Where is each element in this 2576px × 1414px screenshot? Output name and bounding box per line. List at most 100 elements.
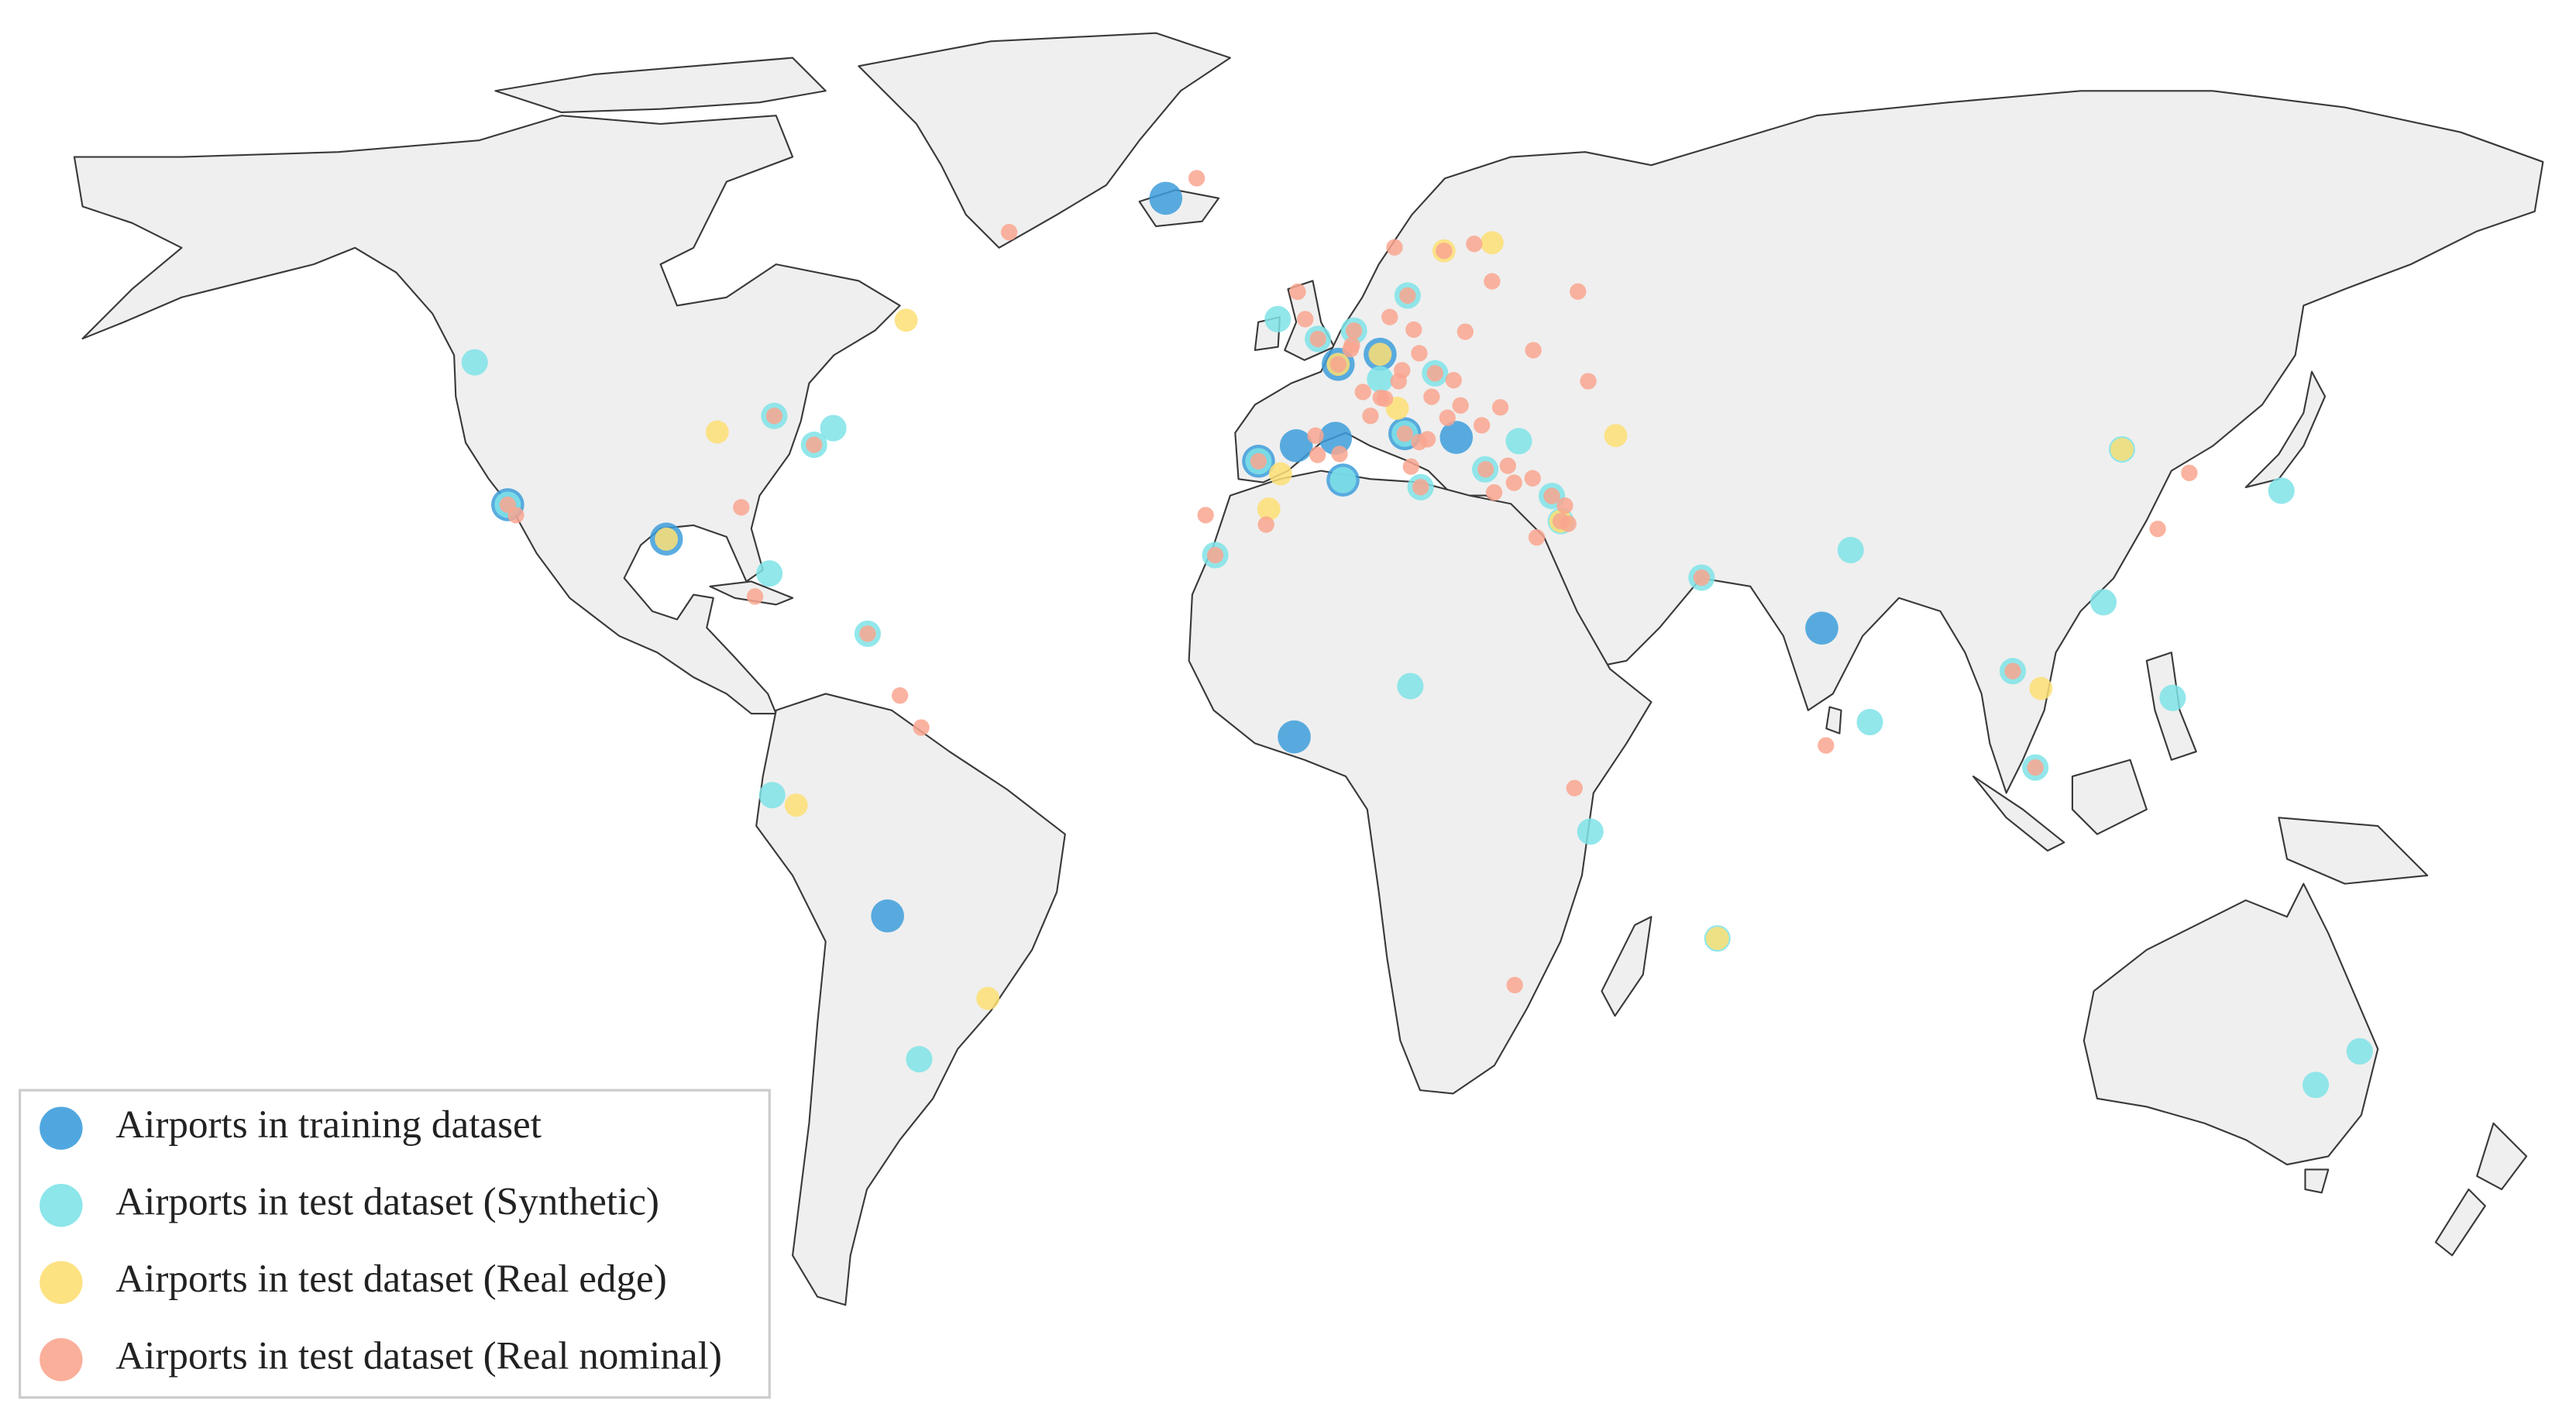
airport-point (1452, 397, 1469, 414)
airport-point (705, 420, 729, 444)
landmass (2278, 817, 2429, 885)
airport-point (894, 308, 918, 332)
airport-point (1580, 373, 1597, 390)
landmass (2304, 1168, 2330, 1194)
airport-point (1250, 452, 1267, 470)
airport-point (1381, 308, 1398, 325)
airport-point (1368, 342, 1392, 366)
airport-point (1473, 417, 1491, 434)
airport-point (499, 496, 516, 514)
legend-box (18, 1089, 771, 1399)
airport-point (806, 436, 823, 453)
airport-point (2302, 1072, 2330, 1099)
airport-point (2268, 477, 2295, 504)
airport-point (1466, 236, 1483, 253)
airport-point (1525, 342, 1542, 359)
airport-point (1329, 466, 1357, 494)
airport-point (2004, 662, 2021, 679)
airport-point (1457, 323, 1474, 340)
landmass (1825, 706, 1842, 735)
legend-marker (40, 1261, 83, 1305)
airport-point (1289, 283, 1306, 301)
airport-point (2089, 589, 2117, 616)
airport-point (1506, 976, 1523, 994)
airport-point (1856, 708, 1883, 736)
legend-label: Airports in test dataset (Real nominal) (115, 1334, 722, 1378)
series-points (499, 170, 2198, 994)
airport-point (765, 408, 782, 425)
airport-point (1528, 528, 1546, 546)
airport-point (1411, 345, 1428, 362)
airport-point (1419, 431, 1436, 448)
airport-point (758, 782, 786, 809)
airport-point (2027, 759, 2044, 776)
airport-point (461, 349, 488, 376)
legend: Airports in training dataset Airports in … (18, 1089, 771, 1399)
airport-point (1805, 611, 1838, 645)
airport-point (1426, 365, 1443, 382)
legend-label: Airports in test dataset (Synthetic) (115, 1179, 659, 1223)
landmass (1972, 775, 2065, 852)
airport-point (2181, 464, 2198, 482)
airport-point (1423, 388, 1440, 405)
legend-label: Airports in training dataset (115, 1103, 542, 1147)
airport-point (1362, 408, 1379, 425)
airport-point (1264, 305, 1291, 332)
airport-point (1309, 446, 1326, 463)
airport-point (1499, 457, 1516, 474)
airport-point (655, 527, 679, 551)
airport-point (1477, 461, 1494, 478)
airport-point (1346, 322, 1363, 339)
airport-point (1386, 239, 1403, 256)
airport-point (1480, 231, 1504, 255)
airport-point (1399, 287, 1416, 304)
airport-point (1543, 487, 1560, 504)
airport-point (1206, 546, 1224, 564)
legend-marker (40, 1338, 83, 1381)
landmass (2434, 1188, 2486, 1257)
airport-point (784, 793, 808, 817)
landmass (73, 115, 901, 715)
legend-label: Airports in test dataset (Real edge) (115, 1257, 667, 1301)
airport-point (1577, 818, 1604, 845)
landmass (755, 693, 1066, 1306)
airport-point (1396, 425, 1413, 442)
airport-point (1354, 384, 1371, 401)
airport-point (1309, 330, 1326, 348)
airport-point (1705, 927, 1729, 951)
airport-point (1367, 366, 1394, 393)
airport-point (820, 415, 847, 442)
airport-point (1297, 311, 1314, 328)
airport-point (1439, 409, 1456, 426)
airport-point (1188, 170, 1205, 187)
airport-point (1268, 462, 1292, 486)
airport-point (1505, 428, 1532, 455)
airport-point (859, 625, 876, 642)
points (461, 170, 2373, 1099)
airport-point (733, 499, 750, 516)
airport-point (1000, 223, 1018, 241)
airport-point (1566, 779, 1583, 796)
airport-point (1390, 373, 1407, 390)
airport-point (1491, 399, 1509, 416)
airport-point (1397, 673, 1424, 700)
airport-point (2110, 438, 2134, 461)
landmass (2244, 370, 2327, 489)
airport-point (1278, 720, 1311, 754)
airport-point (1693, 569, 1710, 587)
airport-point (756, 560, 783, 587)
airport-point (1524, 470, 1541, 487)
airport-point (1552, 512, 1570, 530)
airport-point (871, 899, 904, 933)
airport-point (1436, 243, 1453, 260)
airport-point (1484, 273, 1501, 290)
airport-point (1197, 507, 1214, 524)
airport-point (1505, 474, 1522, 491)
airport-point (1556, 497, 1573, 514)
airport-point (2149, 520, 2166, 538)
landmass (2476, 1122, 2528, 1191)
airport-point (2029, 676, 2053, 700)
airport-point (1485, 483, 1503, 501)
